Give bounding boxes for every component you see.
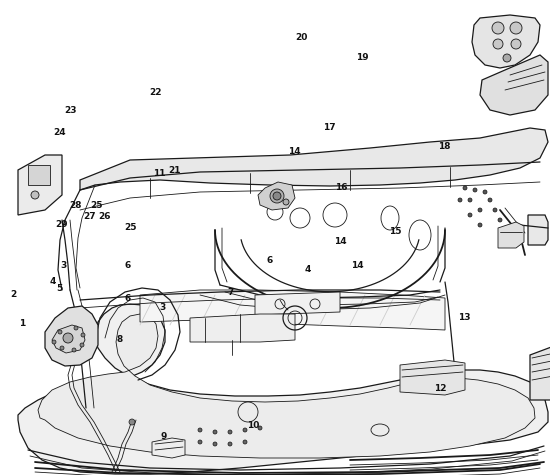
Circle shape	[129, 419, 135, 425]
Text: 18: 18	[438, 142, 450, 151]
Text: 2: 2	[10, 290, 17, 299]
Text: 7: 7	[228, 288, 234, 296]
Circle shape	[473, 188, 477, 192]
Text: 28: 28	[70, 201, 82, 209]
Text: 29: 29	[56, 220, 68, 228]
Polygon shape	[18, 155, 62, 215]
Circle shape	[72, 348, 76, 352]
Circle shape	[498, 218, 502, 222]
Polygon shape	[152, 438, 185, 458]
Text: 24: 24	[53, 128, 65, 136]
Polygon shape	[255, 292, 340, 315]
Polygon shape	[80, 128, 548, 190]
Circle shape	[503, 54, 511, 62]
Circle shape	[488, 198, 492, 202]
Circle shape	[483, 190, 487, 194]
Text: 21: 21	[169, 166, 181, 174]
Text: 20: 20	[295, 33, 307, 41]
Text: 6: 6	[124, 261, 131, 269]
Circle shape	[60, 346, 64, 350]
Text: 22: 22	[149, 88, 161, 97]
Text: 17: 17	[323, 123, 335, 132]
Text: 1: 1	[19, 319, 25, 327]
Circle shape	[492, 22, 504, 34]
Text: 9: 9	[161, 432, 167, 440]
Text: 13: 13	[459, 313, 471, 322]
Circle shape	[458, 198, 462, 202]
Circle shape	[478, 208, 482, 212]
Text: 27: 27	[83, 212, 95, 220]
Circle shape	[478, 223, 482, 227]
Circle shape	[213, 430, 217, 434]
Polygon shape	[52, 325, 85, 353]
Polygon shape	[528, 215, 548, 245]
Circle shape	[243, 428, 247, 432]
Circle shape	[270, 189, 284, 203]
Text: 5: 5	[56, 285, 63, 293]
Circle shape	[283, 199, 289, 205]
Text: 15: 15	[389, 228, 401, 236]
Circle shape	[468, 198, 472, 202]
Circle shape	[493, 208, 497, 212]
Polygon shape	[140, 290, 445, 330]
Circle shape	[81, 333, 85, 337]
Circle shape	[273, 192, 281, 200]
Circle shape	[468, 213, 472, 217]
Polygon shape	[258, 182, 295, 210]
Text: 3: 3	[60, 261, 67, 269]
Polygon shape	[38, 314, 535, 458]
Polygon shape	[530, 340, 550, 400]
Circle shape	[243, 440, 247, 444]
Text: 12: 12	[434, 384, 446, 393]
Polygon shape	[45, 306, 98, 366]
Text: 26: 26	[98, 212, 111, 220]
Text: 14: 14	[351, 261, 364, 269]
Polygon shape	[472, 15, 540, 68]
Circle shape	[493, 39, 503, 49]
Circle shape	[52, 340, 56, 344]
Circle shape	[58, 330, 62, 334]
Polygon shape	[18, 304, 548, 474]
Circle shape	[258, 426, 262, 430]
Polygon shape	[480, 55, 548, 115]
Circle shape	[63, 333, 73, 343]
Circle shape	[510, 22, 522, 34]
Polygon shape	[498, 222, 524, 248]
Text: 16: 16	[335, 183, 347, 192]
Text: 6: 6	[124, 294, 131, 303]
Text: 4: 4	[305, 266, 311, 274]
Circle shape	[31, 191, 39, 199]
Polygon shape	[28, 165, 50, 185]
Text: 14: 14	[334, 237, 346, 246]
Text: 23: 23	[64, 106, 76, 114]
Circle shape	[228, 430, 232, 434]
Text: 14: 14	[288, 147, 300, 155]
Circle shape	[80, 343, 84, 347]
Polygon shape	[190, 314, 295, 342]
Circle shape	[213, 442, 217, 446]
Circle shape	[511, 39, 521, 49]
Text: 25: 25	[125, 223, 137, 231]
Text: 10: 10	[247, 421, 259, 429]
Circle shape	[463, 186, 467, 190]
Circle shape	[74, 326, 78, 330]
Circle shape	[198, 428, 202, 432]
Text: 19: 19	[356, 54, 368, 62]
Text: 3: 3	[159, 304, 166, 312]
Circle shape	[228, 442, 232, 446]
Text: 11: 11	[153, 169, 166, 178]
Polygon shape	[400, 360, 465, 395]
Text: 6: 6	[266, 256, 273, 265]
Text: 8: 8	[117, 335, 123, 344]
Circle shape	[198, 440, 202, 444]
Text: 4: 4	[49, 277, 56, 285]
Text: 25: 25	[90, 201, 102, 209]
